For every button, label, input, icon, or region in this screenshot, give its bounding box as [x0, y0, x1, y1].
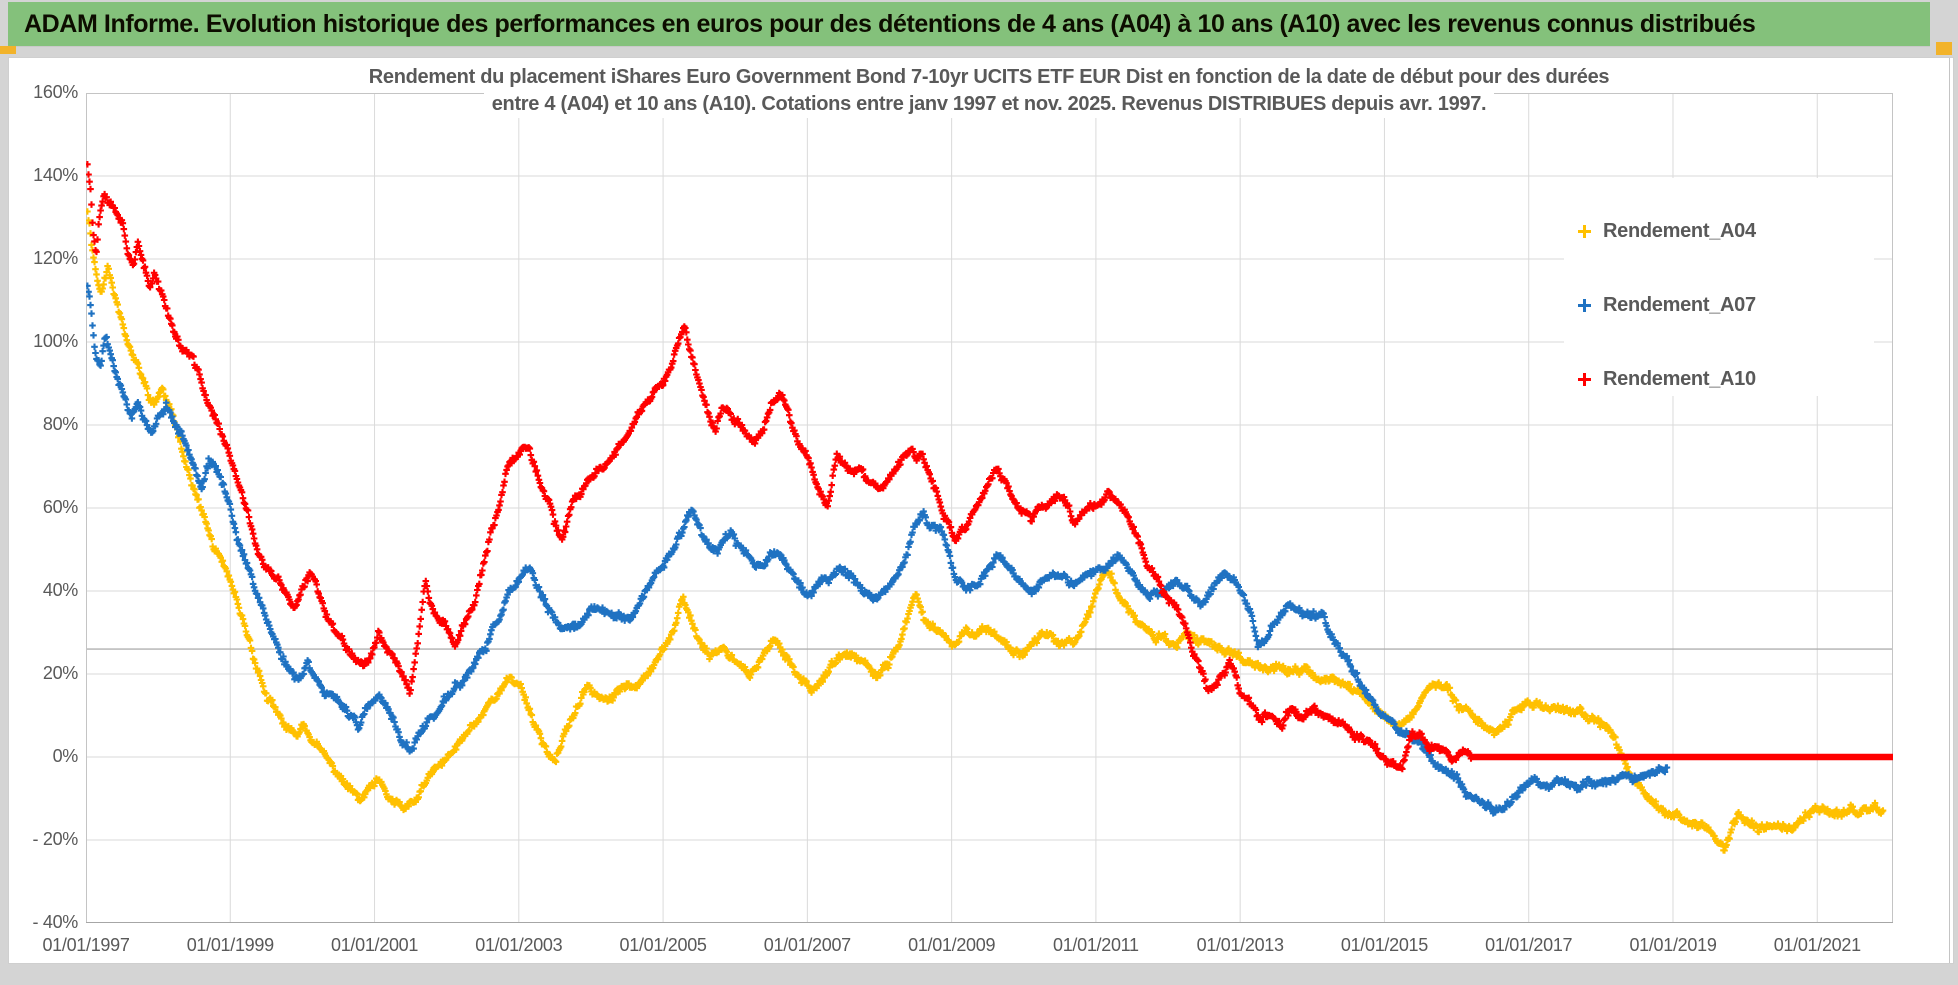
y-axis-tick-label: 80%: [42, 414, 78, 434]
chart-border-right: [1949, 58, 1950, 963]
chart-title-line2: entre 4 (A04) et 10 ans (A10). Cotations…: [483, 91, 1495, 118]
chart-title-line1: Rendement du placement iShares Euro Gove…: [360, 64, 1618, 91]
y-axis-tick-label: 120%: [33, 248, 78, 268]
y-axis-tick-label: 140%: [33, 165, 78, 185]
chart-title: Rendement du placement iShares Euro Gove…: [189, 64, 1789, 118]
x-axis-tick-label: 01/01/2011: [1053, 935, 1139, 955]
x-axis-tick-label: 01/01/2009: [908, 935, 996, 955]
x-axis-tick-label: 01/01/2005: [619, 935, 707, 955]
y-axis-tick-label: 20%: [42, 663, 78, 683]
report-title: ADAM Informe. Evolution historique des p…: [24, 9, 1756, 38]
x-axis-tick-label: 01/01/2019: [1629, 935, 1717, 955]
y-axis-tick-label: 60%: [42, 497, 78, 517]
legend-item-rendement-a04: Rendement_A04: [1578, 216, 1756, 246]
plus-marker-icon: [1578, 372, 1591, 386]
x-axis-tick-label: 01/01/1997: [42, 935, 130, 955]
x-axis-tick-label: 01/01/2007: [763, 935, 851, 955]
x-axis-tick-label: 01/01/2013: [1196, 935, 1284, 955]
plus-marker-icon: [1578, 298, 1591, 312]
legend-item-rendement-a07: Rendement_A07: [1578, 290, 1756, 320]
legend-item-rendement-a10: Rendement_A10: [1578, 364, 1756, 394]
header-accent-left: [0, 46, 16, 54]
y-axis-tick-label: - 20%: [32, 829, 78, 849]
legend-label: Rendement_A04: [1603, 219, 1756, 242]
x-axis-tick-label: 01/01/2021: [1773, 935, 1861, 955]
header-accent-right: [1936, 42, 1952, 55]
x-axis-tick-label: 01/01/2015: [1340, 935, 1428, 955]
y-axis-tick-label: 40%: [42, 580, 78, 600]
y-axis-tick-label: - 40%: [32, 912, 78, 932]
report-header-bar: ADAM Informe. Evolution historique des p…: [8, 2, 1930, 47]
y-axis-tick-label: 100%: [33, 331, 78, 351]
legend-label: Rendement_A07: [1603, 293, 1756, 316]
x-axis-tick-label: 01/01/1999: [186, 935, 274, 955]
y-axis-tick-label: 0%: [52, 746, 79, 766]
y-axis-tick-label: 160%: [33, 82, 78, 102]
x-axis-tick-label: 01/01/2001: [330, 935, 419, 955]
chart-object[interactable]: Rendement du placement iShares Euro Gove…: [8, 57, 1954, 964]
chart-legend: Rendement_A04 Rendement_A07 Rendement_A1…: [1564, 178, 1874, 396]
legend-label: Rendement_A10: [1603, 367, 1756, 390]
x-axis-tick-label: 01/01/2017: [1485, 935, 1573, 955]
plus-marker-icon: [1578, 224, 1591, 238]
x-axis-tick-label: 01/01/2003: [475, 935, 563, 955]
